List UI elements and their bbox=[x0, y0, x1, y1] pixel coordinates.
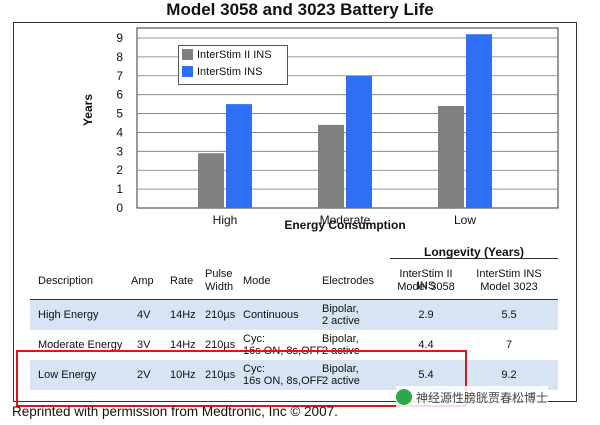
legend-label: InterStim INS bbox=[197, 65, 263, 78]
cell-3023: 7 bbox=[505, 339, 513, 351]
cell-amp: 3V bbox=[137, 339, 151, 351]
cell-description: Low Energy bbox=[38, 369, 97, 381]
bar bbox=[466, 34, 492, 208]
x-tick-label: Low bbox=[454, 213, 476, 227]
cell-3023: 9.2 bbox=[501, 369, 517, 381]
cell-mode-detail: 16s ON, 8s,OFF bbox=[243, 375, 324, 387]
legend-label: InterStim II INS bbox=[197, 48, 272, 61]
cell-electrodes: Bipolar, bbox=[322, 363, 359, 375]
bar bbox=[438, 106, 464, 208]
cell-rate: 10Hz bbox=[170, 369, 196, 381]
x-tick-label: High bbox=[213, 213, 238, 227]
y-tick-label: 2 bbox=[116, 163, 123, 177]
col-header-3023: InterStim INS bbox=[476, 268, 542, 280]
cell-3058: 5.4 bbox=[418, 369, 434, 381]
x-tick-label: Moderate bbox=[320, 213, 371, 227]
bar bbox=[346, 75, 372, 209]
chart-legend: InterStim II INS InterStim INS bbox=[178, 45, 288, 85]
y-tick-label: 0 bbox=[116, 201, 123, 215]
col-header-description: Description bbox=[38, 275, 94, 287]
y-tick-label: 6 bbox=[116, 88, 123, 102]
col-header-rate: Rate bbox=[170, 275, 194, 287]
cell-amp: 4V bbox=[137, 309, 151, 321]
cell-rate: 14Hz bbox=[170, 339, 196, 351]
cell-pulse: 210µs bbox=[205, 309, 236, 321]
y-tick-label: 4 bbox=[116, 125, 123, 139]
legend-swatch-blue bbox=[182, 66, 193, 77]
table-rule-group bbox=[390, 258, 558, 259]
cell-mode: Continuous bbox=[243, 309, 299, 321]
cell-pulse: 210µs bbox=[205, 339, 236, 351]
col-header-width: Width bbox=[205, 281, 234, 293]
col-header-amp: Amp bbox=[131, 275, 154, 287]
cell-rate: 14Hz bbox=[170, 309, 196, 321]
col-header-electrodes: Electrodes bbox=[322, 275, 374, 287]
col-header-pulse: Pulse bbox=[205, 268, 233, 280]
col-header-3023-model: Model 3023 bbox=[480, 281, 538, 293]
table-row-band-high bbox=[30, 300, 558, 330]
legend-entry-interstim: InterStim INS bbox=[179, 63, 287, 80]
bar bbox=[226, 104, 252, 208]
chart-title: Model 3058 and 3023 Battery Life bbox=[166, 0, 434, 19]
col-header-mode: Mode bbox=[243, 275, 271, 287]
legend-swatch-gray bbox=[182, 49, 193, 60]
cell-amp: 2V bbox=[137, 369, 151, 381]
table-group-header: Longevity (Years) bbox=[424, 245, 525, 259]
y-tick-label: 9 bbox=[116, 31, 123, 45]
col-header-3058: InterStim II INS bbox=[399, 268, 453, 292]
cell-mode: Cyc: bbox=[243, 333, 265, 345]
cell-mode: Cyc: bbox=[243, 363, 265, 375]
legend-entry-interstim-ii: InterStim II INS bbox=[179, 46, 287, 63]
y-tick-label: 1 bbox=[116, 182, 123, 196]
table-row-band-low bbox=[30, 360, 558, 390]
x-axis-label: Energy Consumption bbox=[284, 218, 406, 232]
bar bbox=[318, 124, 344, 208]
cell-3023: 5.5 bbox=[501, 309, 517, 321]
y-tick-label: 3 bbox=[116, 144, 123, 158]
cell-electrodes: Bipolar, bbox=[322, 303, 359, 315]
y-axis-label: Years bbox=[81, 93, 95, 127]
watermark-text: 神经源性膀胱贾春松博士 bbox=[416, 390, 549, 405]
watermark: 神经源性膀胱贾春松博士 bbox=[396, 386, 549, 408]
wechat-icon bbox=[396, 389, 412, 405]
y-tick-label: 5 bbox=[116, 107, 123, 121]
cell-3058: 4.4 bbox=[418, 339, 434, 351]
y-tick-label: 8 bbox=[116, 50, 123, 64]
figure-frame bbox=[13, 22, 577, 402]
col-header-3058-model: Model 3058 bbox=[397, 281, 455, 293]
cell-electrodes-detail: 2 active bbox=[322, 315, 360, 327]
footer-credit: Reprinted with permission from Medtronic… bbox=[12, 404, 338, 419]
cell-electrodes: Bipolar, bbox=[322, 333, 359, 345]
y-tick-label: 7 bbox=[116, 69, 123, 83]
cell-pulse: 210µs bbox=[205, 369, 236, 381]
cell-electrodes-detail: 2 active bbox=[322, 375, 360, 387]
cell-3058: 2.9 bbox=[418, 309, 434, 321]
cell-description: Moderate Energy bbox=[38, 339, 123, 351]
cell-description: High Energy bbox=[38, 309, 99, 321]
bar bbox=[198, 153, 224, 208]
highlight-box bbox=[16, 350, 467, 407]
table-rule-header bbox=[30, 299, 558, 300]
